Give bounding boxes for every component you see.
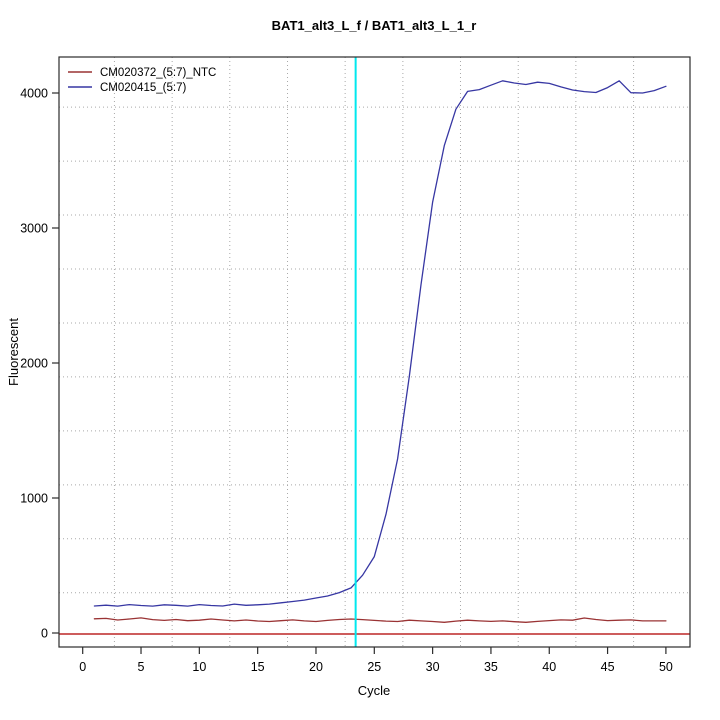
x-tick-label-35: 35 bbox=[484, 660, 498, 674]
x-tick-label-40: 40 bbox=[542, 660, 556, 674]
axes-and-ticks: 0 5 10 15 20 25 30 35 40 45 50 0 1000 2000 3000 4000 bbox=[20, 56, 691, 674]
y-tick-label-3000: 3000 bbox=[20, 222, 48, 236]
series-curve-CM020372_(5:7)_NTC bbox=[93, 617, 667, 623]
x-tick-label-20: 20 bbox=[309, 660, 323, 674]
x-tick-label-25: 25 bbox=[367, 660, 381, 674]
y-tick-label-2000: 2000 bbox=[20, 357, 48, 371]
y-tick-label-1000: 1000 bbox=[20, 492, 48, 506]
legend-label-1: CM020415_(5:7) bbox=[100, 82, 186, 94]
x-tick-label-50: 50 bbox=[659, 660, 673, 674]
gridlines bbox=[59, 57, 690, 647]
legend: CM020372_(5:7)_NTC CM020415_(5:7) bbox=[68, 67, 216, 94]
chart-title: BAT1_alt3_L_f / BAT1_alt3_L_1_r bbox=[272, 18, 477, 33]
y-tick-label-0: 0 bbox=[41, 627, 48, 641]
x-tick-label-5: 5 bbox=[138, 660, 145, 674]
x-tick-label-10: 10 bbox=[192, 660, 206, 674]
x-tick-label-15: 15 bbox=[251, 660, 265, 674]
plot-border bbox=[58, 56, 691, 648]
marker-lines bbox=[59, 57, 690, 647]
x-tick-label-30: 30 bbox=[426, 660, 440, 674]
y-axis-label: Fluorescent bbox=[6, 318, 21, 386]
series-curves bbox=[93, 80, 667, 623]
legend-label-0: CM020372_(5:7)_NTC bbox=[100, 67, 216, 79]
x-axis-label: Cycle bbox=[358, 683, 391, 698]
series-curve-CM020415_(5:7) bbox=[93, 80, 667, 607]
y-tick-label-4000: 4000 bbox=[20, 87, 48, 101]
x-tick-label-0: 0 bbox=[79, 660, 86, 674]
x-tick-label-45: 45 bbox=[601, 660, 615, 674]
